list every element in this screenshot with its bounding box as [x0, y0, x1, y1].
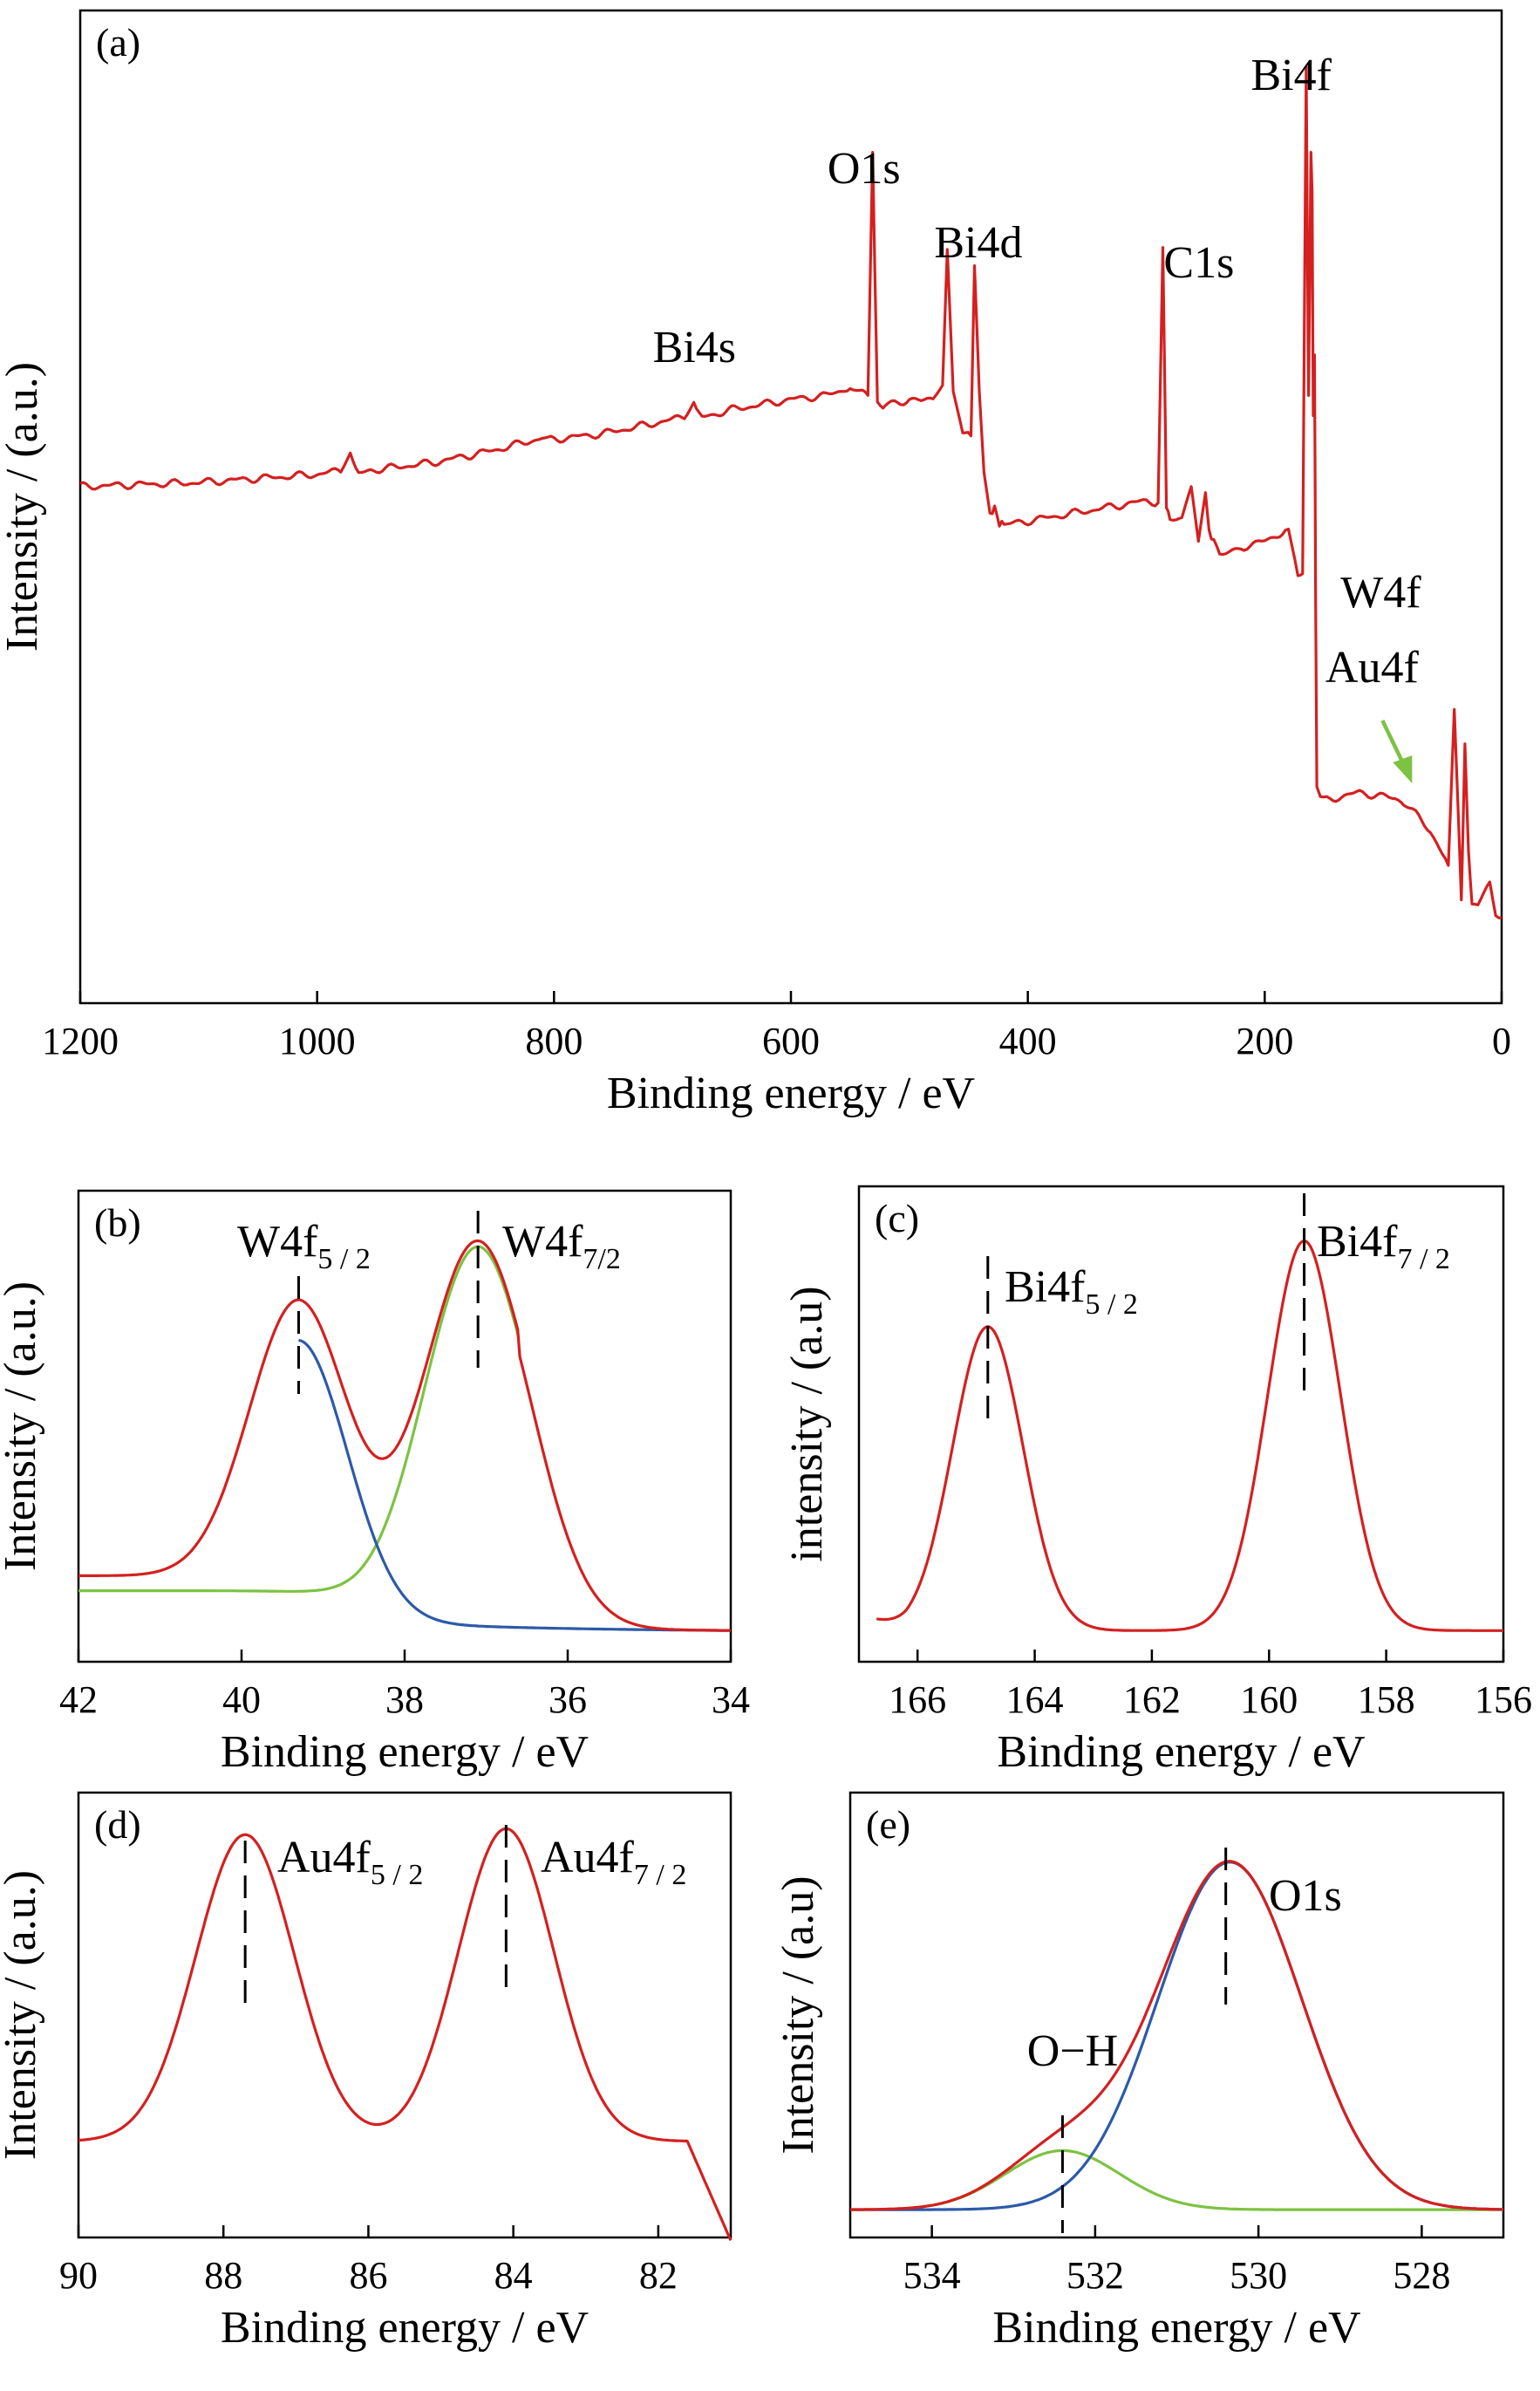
bi4f-envelope-line: [876, 1240, 1503, 1632]
y-axis-label: Intensity / (a.u.): [0, 1281, 45, 1571]
plot-frame: [77, 1791, 733, 2239]
plot-frame: [857, 1185, 1505, 1663]
y-axis-label: intensity / (a.u): [782, 1286, 832, 1561]
o1s-envelope-line: [849, 1860, 1503, 2211]
x-tick-label: 162: [1123, 1678, 1181, 1721]
x-tick-label: 84: [494, 2254, 533, 2297]
x-tick-label: 158: [1358, 1678, 1415, 1721]
w4f72-component-line: [78, 1245, 521, 1593]
au4f-arrow-head: [1393, 755, 1413, 783]
panel-label: (d): [94, 1802, 141, 1847]
x-tick-label: 36: [549, 1678, 587, 1721]
x-tick-label: 530: [1230, 2254, 1287, 2297]
panel-label: (c): [875, 1196, 919, 1240]
x-tick-label: 88: [204, 2254, 242, 2297]
panel-b: 42 40 38 36 34 Binding energy / eV Intensity /…: [0, 1189, 750, 1777]
peak-label: W4f: [1340, 568, 1421, 618]
panel-e: 534 532 530 528 Binding energy / eV Intensity…: [773, 1791, 1505, 2353]
x-tick-label: 38: [385, 1678, 424, 1721]
x-axis-label: Binding energy / eV: [992, 2303, 1360, 2353]
panel-d: 90 88 86 84 82 Binding energy / eV Intensity /…: [0, 1791, 733, 2353]
x-tick-label: 90: [59, 2254, 98, 2297]
peak-label: O1s: [828, 144, 901, 194]
y-axis-label: Intensity / (a.u.): [0, 1870, 45, 2160]
x-tick-label: 528: [1393, 2254, 1450, 2297]
peak-label: O−H: [1027, 2026, 1118, 2076]
peak-label: Bi4f5 / 2: [1005, 1262, 1138, 1321]
x-tick-label: 0: [1492, 1020, 1511, 1062]
peak-label: W4f7/2: [502, 1217, 621, 1275]
x-tick-label: 82: [639, 2254, 678, 2297]
peak-label: Bi4f: [1250, 51, 1332, 100]
y-axis-label: Intensity / (a.u.): [0, 362, 47, 652]
x-tick-label: 34: [712, 1678, 750, 1721]
x-tick-label: 600: [762, 1020, 820, 1062]
x-tick-label: 40: [222, 1678, 261, 1721]
x-tick-label: 160: [1240, 1678, 1298, 1721]
peak-label: Au4f: [1325, 643, 1420, 693]
panel-label: (b): [94, 1200, 141, 1245]
peak-label: C1s: [1163, 238, 1234, 288]
panel-label: (a): [96, 20, 140, 65]
x-axis-label: Binding energy / eV: [607, 1069, 975, 1118]
x-axis-label: Binding energy / eV: [997, 1727, 1365, 1777]
panel-a: 1200 1000 800 600 400 200 0 Binding energy / eV…: [0, 9, 1511, 1118]
x-axis-label: Binding energy / eV: [221, 1727, 589, 1777]
w4f-envelope-line: [78, 1239, 732, 1632]
o1s-component-line: [850, 1861, 1503, 2211]
peak-label: W4f5 / 2: [237, 1217, 371, 1275]
w4f52-component-line: [298, 1338, 731, 1632]
panel-c: 166 164 162 160 158 156 Binding energy / eV int…: [782, 1185, 1532, 1777]
peak-label: Bi4s: [653, 323, 736, 372]
peak-label: O1s: [1269, 1871, 1342, 1921]
plot-frame: [848, 1791, 1505, 2239]
x-tick-label: 800: [525, 1020, 583, 1062]
x-tick-label: 42: [59, 1678, 98, 1721]
x-tick-label: 166: [889, 1678, 946, 1721]
peak-label: Au4f5 / 2: [277, 1833, 423, 1891]
au4f-envelope-line: [78, 1827, 733, 2242]
peak-label: Au4f7 / 2: [541, 1833, 686, 1891]
x-tick-label: 532: [1066, 2254, 1124, 2297]
x-tick-label: 1000: [279, 1020, 356, 1062]
x-axis-label: Binding energy / eV: [221, 2303, 589, 2353]
survey-spectrum-line: [79, 65, 1503, 920]
x-tick-label: 156: [1475, 1678, 1532, 1721]
x-tick-label: 200: [1236, 1020, 1293, 1062]
panel-label: (e): [866, 1802, 910, 1847]
x-tick-label: 1200: [42, 1020, 119, 1062]
x-tick-label: 534: [903, 2254, 961, 2297]
plot-frame: [78, 9, 1503, 1005]
peak-label: Bi4f7 / 2: [1317, 1217, 1450, 1275]
peak-label: Bi4d: [934, 218, 1022, 268]
x-tick-label: 400: [999, 1020, 1057, 1062]
x-tick-label: 86: [349, 2254, 387, 2297]
y-axis-label: Intensity / (a.u): [773, 1875, 823, 2154]
x-tick-label: 164: [1006, 1678, 1064, 1721]
